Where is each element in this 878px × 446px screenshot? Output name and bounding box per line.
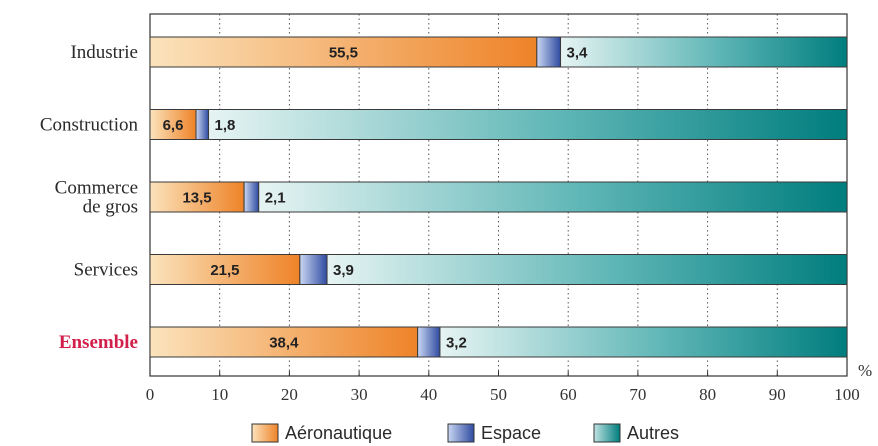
x-tick-label-100: 100	[834, 385, 860, 404]
category-labels: Industrie Construction Commerce de gros Serv…	[40, 42, 139, 353]
x-tick-label-40: 40	[420, 385, 437, 404]
category-label-0: Industrie	[70, 42, 138, 63]
value-label-espace-0: 3,4	[567, 45, 589, 62]
x-tick-label-80: 80	[699, 385, 716, 404]
category-label-1: Construction	[40, 115, 139, 136]
legend-label-2: Autres	[627, 423, 679, 443]
legend-swatch-2	[593, 423, 621, 443]
category-label-4: Ensemble	[59, 332, 138, 353]
bar-autres-2	[258, 181, 848, 213]
bar-autres-3	[326, 254, 848, 285]
value-label-aero-4: 38,4	[269, 335, 299, 352]
category-label-2: Commerce de gros	[55, 178, 138, 218]
x-tick-labels: 0 10 20 30 40 50 60 70 80 90 100	[146, 385, 860, 404]
bar-row-1: 6,6 1,8	[149, 109, 848, 140]
x-tick-label-90: 90	[769, 385, 786, 404]
legend-label-0: Aéronautique	[285, 423, 392, 443]
legend-item-1: Espace	[447, 423, 541, 443]
x-unit-label: %	[858, 361, 872, 380]
bar-espace-4	[417, 326, 441, 358]
legend-item-2: Autres	[593, 423, 679, 443]
bar-row-0: 55,5 3,4	[149, 36, 848, 68]
bar-espace-3	[299, 254, 328, 285]
value-label-espace-2: 2,1	[265, 190, 286, 207]
x-tick-label-70: 70	[629, 385, 646, 404]
legend: Aéronautique Espace Autres	[251, 423, 679, 443]
category-label-3: Services	[74, 260, 138, 281]
legend-item-0: Aéronautique	[251, 423, 392, 443]
bar-autres-1	[208, 109, 848, 140]
value-label-espace-3: 3,9	[333, 262, 354, 279]
bar-autres-4	[439, 326, 848, 358]
value-label-espace-4: 3,2	[446, 335, 467, 352]
x-tick-label-20: 20	[281, 385, 298, 404]
bar-espace-0	[536, 36, 562, 68]
legend-label-1: Espace	[481, 423, 541, 443]
bar-autres-0	[560, 36, 848, 68]
bar-espace-2	[243, 181, 260, 213]
bar-espace-1	[195, 109, 210, 140]
bar-aronautique-4	[149, 326, 419, 358]
x-tick-label-30: 30	[351, 385, 368, 404]
bar-row-4: 38,4 3,2	[149, 326, 848, 358]
bar-row-3: 21,5 3,9	[149, 254, 848, 285]
value-label-aero-1: 6,6	[163, 117, 184, 134]
value-label-aero-2: 13,5	[182, 190, 211, 207]
legend-swatch-0	[251, 423, 279, 443]
x-tick-label-50: 50	[490, 385, 507, 404]
legend-swatch-1	[447, 423, 475, 443]
value-label-espace-1: 1,8	[215, 117, 236, 134]
x-tick-label-0: 0	[146, 385, 155, 404]
value-label-aero-3: 21,5	[210, 262, 239, 279]
x-tick-label-60: 60	[560, 385, 577, 404]
bars: 55,5 3,4 6,6 1,8 13,5 2,1 21,5 3,9 38,4 3,2	[149, 36, 848, 358]
bar-row-2: 13,5 2,1	[149, 181, 848, 213]
x-tick-label-10: 10	[211, 385, 228, 404]
value-label-aero-0: 55,5	[329, 45, 358, 62]
